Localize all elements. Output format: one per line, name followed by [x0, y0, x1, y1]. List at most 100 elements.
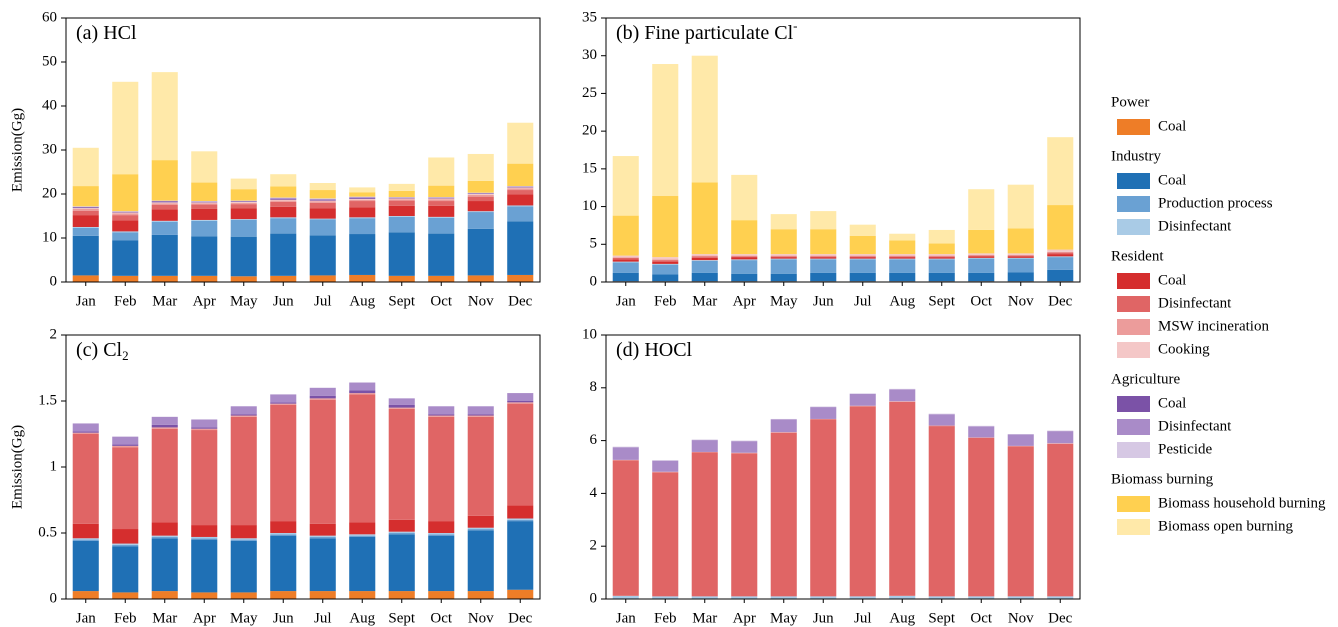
bar-segment	[507, 163, 534, 187]
legend-label: Coal	[1158, 172, 1186, 188]
bar-segment	[349, 201, 376, 208]
bar-segment	[151, 205, 178, 210]
bar-segment	[889, 255, 916, 257]
bar-segment	[928, 258, 955, 260]
bar-segment	[507, 187, 534, 189]
legend-group-title: Power	[1111, 94, 1149, 110]
bar-segment	[770, 258, 797, 260]
x-tick-label: Jul	[314, 610, 332, 626]
bar-segment	[112, 543, 139, 545]
panel-title: (d) HOCl	[616, 339, 693, 361]
bar-segment	[270, 186, 297, 198]
bar-segment	[230, 178, 257, 190]
bar-segment	[428, 521, 455, 533]
bar-segment	[151, 427, 178, 429]
x-tick-label: Feb	[114, 293, 137, 309]
legend-swatch	[1117, 119, 1150, 135]
bar-segment	[612, 261, 639, 263]
x-tick-label: Jan	[76, 610, 96, 626]
bar-segment	[731, 441, 758, 453]
bar-segment	[1047, 430, 1074, 432]
bar-segment	[691, 55, 718, 183]
bar-segment	[191, 536, 218, 539]
bar-segment	[1007, 253, 1034, 255]
y-tick-label: 0.5	[38, 524, 57, 540]
bar-segment	[349, 192, 376, 197]
bar-segment	[928, 243, 955, 255]
bar-segment	[1047, 251, 1074, 253]
x-tick-label: Feb	[654, 293, 677, 309]
bar-segment	[349, 382, 376, 391]
bar-segment	[467, 527, 494, 530]
bar-segment	[928, 259, 955, 273]
bar-segment	[349, 535, 376, 537]
bar-segment	[191, 219, 218, 221]
y-tick-label: 0	[590, 590, 598, 606]
bar-segment	[968, 229, 995, 254]
y-tick-label: 8	[590, 379, 598, 395]
bar-segment	[349, 197, 376, 198]
x-tick-label: Jun	[813, 293, 834, 309]
bar-segment	[507, 190, 534, 195]
legend-label: MSW incineration	[1158, 318, 1269, 334]
bar-segment	[889, 240, 916, 255]
legend-swatch	[1117, 273, 1150, 289]
y-tick-label: 10	[582, 198, 597, 214]
bar-segment	[388, 205, 415, 216]
bar-segment	[230, 236, 257, 277]
bar-segment	[467, 515, 494, 528]
bar-segment	[151, 221, 178, 235]
bar-segment	[72, 431, 99, 433]
bar-segment	[191, 204, 218, 209]
bar-segment	[1007, 255, 1034, 257]
bar-segment	[309, 591, 336, 599]
bar-segment	[72, 215, 99, 227]
x-tick-label: Dec	[508, 293, 532, 309]
bar-segment	[612, 259, 639, 262]
bar-segment	[928, 426, 955, 597]
bar-segment	[428, 217, 455, 234]
bar-segment	[72, 227, 99, 236]
bar-segment	[191, 220, 218, 237]
bar-segment	[652, 264, 679, 275]
bar-segment	[612, 257, 639, 258]
bar-segment	[968, 257, 995, 259]
bar-segment	[309, 387, 336, 396]
x-tick-label: Aug	[889, 293, 915, 309]
bar-segment	[849, 259, 876, 273]
bar-segment	[1047, 257, 1074, 270]
panel-title: (a) HCl	[76, 22, 137, 44]
bar-segment	[72, 208, 99, 211]
bar-segment	[612, 255, 639, 258]
y-tick-label: 10	[582, 326, 597, 342]
bar-segment	[72, 423, 99, 432]
bar-segment	[889, 258, 916, 260]
bar-segment	[849, 405, 876, 407]
bar-segment	[388, 408, 415, 520]
bar-segment	[428, 591, 455, 599]
bar-segment	[388, 200, 415, 206]
title-text: (c) Cl	[76, 339, 123, 361]
bar-segment	[151, 591, 178, 599]
panel-title: (c) Cl2	[76, 339, 129, 363]
bar-segment	[309, 395, 336, 399]
bar-segment	[889, 256, 916, 258]
bar-segment	[309, 398, 336, 400]
bar-segment	[691, 257, 718, 261]
x-tick-label: May	[770, 610, 798, 626]
bar-segment	[388, 531, 415, 533]
bar-segment	[191, 275, 218, 282]
bar-segment	[731, 174, 758, 221]
bar-segment	[467, 201, 494, 212]
legend-label: Disinfectant	[1158, 295, 1232, 311]
bar-segment	[230, 276, 257, 282]
x-tick-label: Nov	[468, 293, 494, 309]
bar-segment	[810, 229, 837, 255]
bar-segment	[72, 434, 99, 524]
bar-segment	[270, 199, 297, 201]
bar-segment	[731, 273, 758, 282]
x-tick-label: Nov	[1008, 610, 1034, 626]
bar-segment	[810, 407, 837, 419]
panel-title: (b) Fine particulate Cl-	[616, 18, 798, 44]
